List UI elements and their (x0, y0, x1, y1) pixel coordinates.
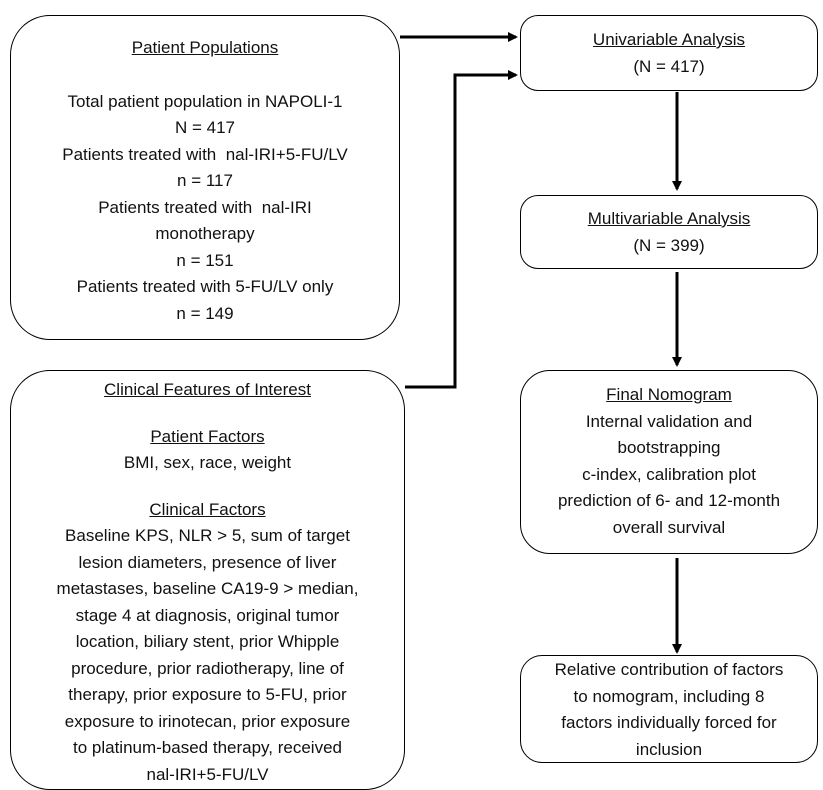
text-line: lesion diameters, presence of liver (78, 552, 337, 572)
text-line: Patients treated with nal-IRI+5-FU/LV (62, 144, 348, 164)
box-title: Clinical Features of Interest (104, 380, 311, 399)
section: Patient Factors BMI, sex, race, weight (11, 424, 404, 477)
text-line: overall survival (612, 517, 726, 537)
text-line: location, biliary stent, prior Whipple (75, 632, 340, 651)
box-lines: Relative contribution of factors to nomog… (521, 657, 817, 763)
text-line: monotherapy (155, 224, 255, 243)
section: Clinical Factors Baseline KPS, NLR > 5, s… (11, 497, 404, 789)
box-lines: (N = 417) (521, 54, 817, 81)
text-line: N = 417 (174, 118, 235, 137)
box-lines: Internal validation and bootstrapping c-in… (521, 409, 817, 542)
box-lines: (N = 399) (521, 233, 817, 260)
text-line: n = 149 (176, 303, 234, 323)
box-title: Univariable Analysis (592, 30, 746, 49)
populations-box: Patient Populations Total patient popula… (10, 15, 400, 340)
text-line: stage 4 at diagnosis, original tumor (75, 605, 340, 625)
text-line: Total patient population in NAPOLI-1 (67, 91, 343, 111)
text-line: bootstrapping (617, 438, 721, 457)
text-line: (N = 417) (633, 56, 705, 76)
sections: Patient Factors BMI, sex, race, weight Cli… (11, 424, 404, 789)
contribution-box: Relative contribution of factors to nomog… (520, 655, 818, 763)
text-line: BMI, sex, race, weight (123, 453, 292, 472)
text-line: inclusion (635, 739, 703, 759)
text-line: exposure to irinotecan, prior exposure (64, 711, 351, 731)
text-line: procedure, prior radiotherapy, line of (71, 658, 344, 678)
section-heading: Clinical Factors (149, 499, 266, 519)
text-line: factors individually forced for (561, 713, 777, 732)
arrow (405, 70, 518, 389)
box-title: Final Nomogram (606, 385, 732, 404)
text-line: c-index, calibration plot (582, 464, 756, 484)
text-line: Baseline KPS, NLR > 5, sum of target (65, 526, 350, 545)
box-title: Patient Populations (131, 38, 279, 57)
text-line: n = 151 (176, 250, 234, 270)
univariable-box: Univariable Analysis (N = 417) (520, 15, 818, 91)
nomogram-box: Final Nomogram Internal validation and bo… (520, 370, 818, 554)
text-line: therapy, prior exposure to 5-FU, prior (68, 685, 347, 704)
text-line: (N = 399) (633, 235, 705, 255)
text-line: metastases, baseline CA19-9 > median, (56, 579, 359, 598)
text-line: prediction of 6- and 12-month (557, 491, 781, 510)
text-line: Patients treated with 5-FU/LV only (76, 277, 334, 296)
box-title: Multivariable Analysis (587, 209, 751, 228)
text-line: to nomogram, including 8 (573, 686, 765, 706)
text-line: Patients treated with nal-IRI (98, 197, 312, 217)
text-line: nal-IRI+5-FU/LV (146, 764, 269, 784)
text-line: Internal validation and (585, 411, 753, 431)
text-line: Relative contribution of factors (554, 660, 784, 679)
box-lines: Total patient population in NAPOLI-1 N = … (11, 89, 399, 328)
multivariable-box: Multivariable Analysis (N = 399) (520, 195, 818, 269)
text-line: n = 117 (177, 171, 233, 190)
section-heading: Patient Factors (150, 426, 265, 446)
clinical-box: Clinical Features of Interest Patient Fa… (10, 370, 405, 790)
text-line: to platinum-based therapy, received (72, 738, 342, 757)
